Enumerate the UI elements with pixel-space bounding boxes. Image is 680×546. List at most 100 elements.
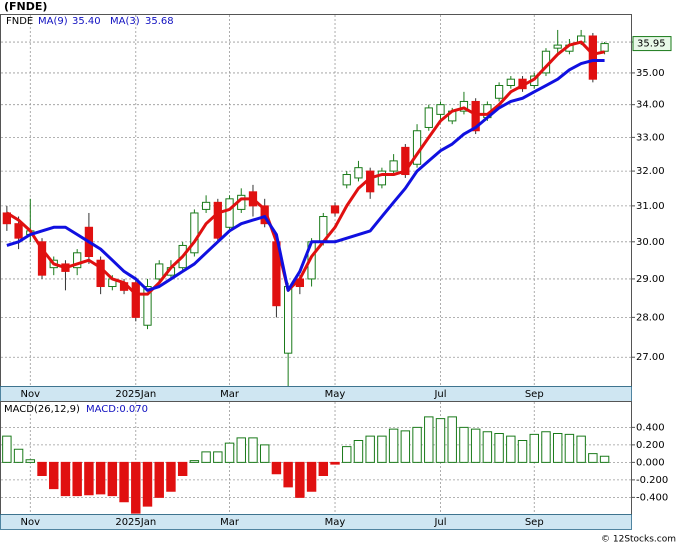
last-price-box	[632, 36, 672, 52]
macd-bar	[424, 416, 434, 463]
macd-bar	[541, 431, 551, 463]
macd-bar	[189, 460, 200, 463]
macd-value: MACD:0.070	[86, 404, 148, 415]
macd-bar	[529, 433, 539, 463]
candle-body	[143, 286, 152, 326]
macd-bar	[588, 453, 598, 463]
macd-bar	[342, 446, 352, 463]
macd-bar	[599, 455, 610, 463]
candle-body	[377, 170, 387, 186]
macd-bar	[494, 433, 504, 463]
candle-body	[553, 44, 562, 49]
last-price-label: 35.95	[637, 39, 666, 50]
x-tick-label: Jul	[433, 389, 446, 400]
candle-body	[588, 35, 597, 80]
macd-bar	[248, 437, 258, 463]
x-tick-label: Jul	[433, 517, 446, 528]
y-tick-label: 35.00	[636, 68, 665, 79]
macd-bar	[470, 428, 481, 463]
candle-body	[284, 286, 293, 354]
candle-body	[494, 85, 504, 99]
y-tick-label: 28.00	[636, 312, 665, 323]
y-tick-label: 34.00	[636, 100, 665, 111]
macd-bar	[564, 433, 575, 463]
candle-body	[225, 198, 234, 228]
legend-entry: MA(9)	[38, 16, 68, 27]
y-tick-label: 32.00	[636, 166, 665, 177]
x-tick-label: May	[325, 389, 346, 400]
candle-body	[354, 167, 363, 179]
macd-bar	[131, 461, 141, 514]
y-tick-label: 30.00	[636, 237, 665, 248]
y-tick-label: 27.00	[636, 352, 665, 363]
macd-bar	[154, 461, 164, 498]
y-tick-label: 33.00	[636, 132, 665, 143]
candle-body	[424, 107, 433, 128]
macd-bar	[306, 461, 317, 492]
macd-bar	[295, 461, 305, 498]
x-tick-label: Mar	[220, 517, 240, 528]
moving-average-line	[6, 40, 605, 296]
candle-body	[330, 205, 340, 214]
candle-body	[213, 201, 222, 239]
moving-average-line	[6, 58, 605, 292]
candle-body	[506, 78, 515, 87]
candle-body	[471, 100, 480, 132]
macd-bar	[377, 435, 387, 463]
macd-bar	[259, 444, 270, 463]
macd-bar	[576, 435, 586, 463]
macd-bar	[459, 426, 469, 463]
macd-bar	[107, 461, 118, 497]
macd-bar	[49, 461, 59, 490]
legend-value: 35.68	[145, 16, 174, 27]
macd-bar	[506, 435, 516, 463]
macd-bar	[201, 451, 211, 463]
x-tick-label: Sep	[525, 517, 544, 528]
copyright: © 12Stocks.com	[601, 535, 676, 545]
macd-bar	[72, 461, 82, 497]
macd-bar	[166, 461, 176, 492]
y-tick-label: -0.200	[636, 475, 668, 486]
candle-body	[37, 241, 47, 276]
macd-bar	[447, 416, 457, 463]
y-tick-label: 29.00	[636, 274, 665, 285]
macd-bar	[365, 435, 375, 463]
candle-body	[459, 100, 469, 112]
macd-bar	[353, 440, 364, 463]
macd-bar	[318, 461, 329, 476]
chart-title: (FNDE)	[4, 0, 47, 13]
macd-bar	[517, 440, 528, 463]
candle-body	[96, 259, 105, 288]
candle-body	[155, 263, 164, 280]
macd-bar	[13, 448, 24, 463]
candle-body	[436, 104, 445, 115]
candle-body	[401, 146, 410, 176]
legend-symbol: FNDE	[6, 16, 33, 27]
macd-bar	[400, 430, 411, 463]
macd-bar	[177, 461, 188, 476]
macd-bar	[37, 461, 47, 476]
macd-bar	[84, 461, 94, 496]
macd-bar	[435, 418, 446, 463]
legend-value: 35.40	[72, 16, 101, 27]
macd-bar	[271, 461, 282, 475]
macd-bar	[283, 461, 293, 488]
y-tick-label: 0.400	[636, 422, 665, 433]
macd-bar	[224, 442, 235, 463]
macd-bar	[388, 428, 399, 463]
y-tick-label: 0.000	[636, 457, 665, 468]
macd-bar	[236, 437, 246, 463]
x-tick-label: May	[325, 517, 346, 528]
macd-bar	[25, 459, 36, 463]
x-axis-band	[0, 514, 632, 530]
candle-body	[342, 174, 351, 186]
candle-body	[260, 205, 269, 225]
candle-body	[14, 223, 23, 239]
macd-bar	[60, 461, 71, 497]
macd-bar	[552, 433, 563, 463]
candle-body	[600, 43, 609, 52]
x-tick-label: Nov	[21, 517, 41, 528]
y-tick-label: 0.200	[636, 440, 665, 451]
macd-bar	[142, 461, 153, 507]
